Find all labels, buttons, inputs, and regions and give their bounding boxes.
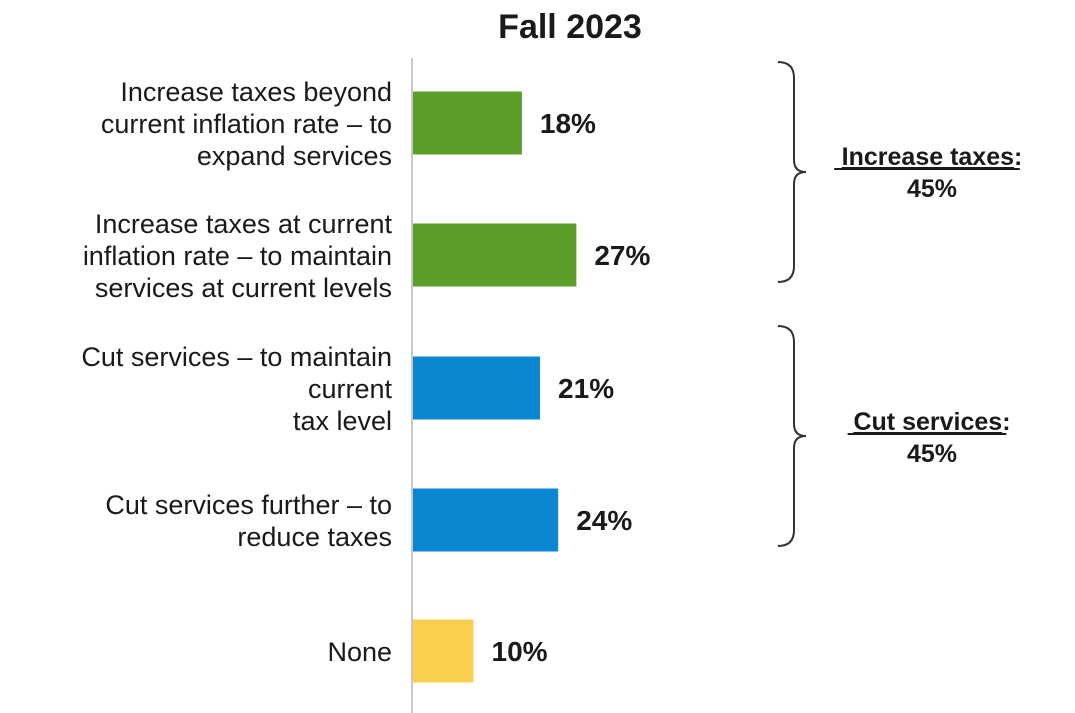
category-label-2-line-3: services at current levels [95,273,392,303]
chart-title: Fall 2023 [498,8,642,46]
category-label-2-line-2: inflation rate – to maintain [83,241,392,271]
group-brace-2 [777,325,807,547]
category-label-3-line-1: Cut services – to maintain [81,342,392,372]
bar-2 [413,223,577,287]
value-label-3: 21% [558,373,614,404]
category-label-4-line-1: Cut services further – to [105,490,392,520]
group-brace-1 [777,61,807,283]
group-value-2: 45% [907,440,957,468]
category-label-1-line-1: Increase taxes beyond [120,77,392,107]
category-label-4-line-2: reduce taxes [237,522,392,552]
value-label-2: 27% [594,240,650,271]
group-label-1: Increase taxes: [842,143,1023,171]
category-label-5-line-1: None [327,637,392,667]
group-value-1: 45% [907,175,957,203]
bar-1 [413,91,522,155]
value-label-1: 18% [540,108,596,139]
category-label-1-line-3: expand services [197,141,392,171]
value-label-5: 10% [492,636,548,667]
group-label-2: Cut services: [853,408,1010,436]
bar-4 [413,488,559,552]
category-label-3-line-3: tax level [293,406,392,436]
category-label-2-line-1: Increase taxes at current [95,209,393,239]
bar-3 [413,356,541,420]
value-label-4: 24% [576,505,632,536]
group-annotations: Increase taxes: 45% Cut services: 45% [777,61,1023,547]
bar-5 [413,619,474,683]
category-label-3-line-2: current [308,374,393,404]
category-label-1-line-2: current inflation rate – to [101,109,392,139]
